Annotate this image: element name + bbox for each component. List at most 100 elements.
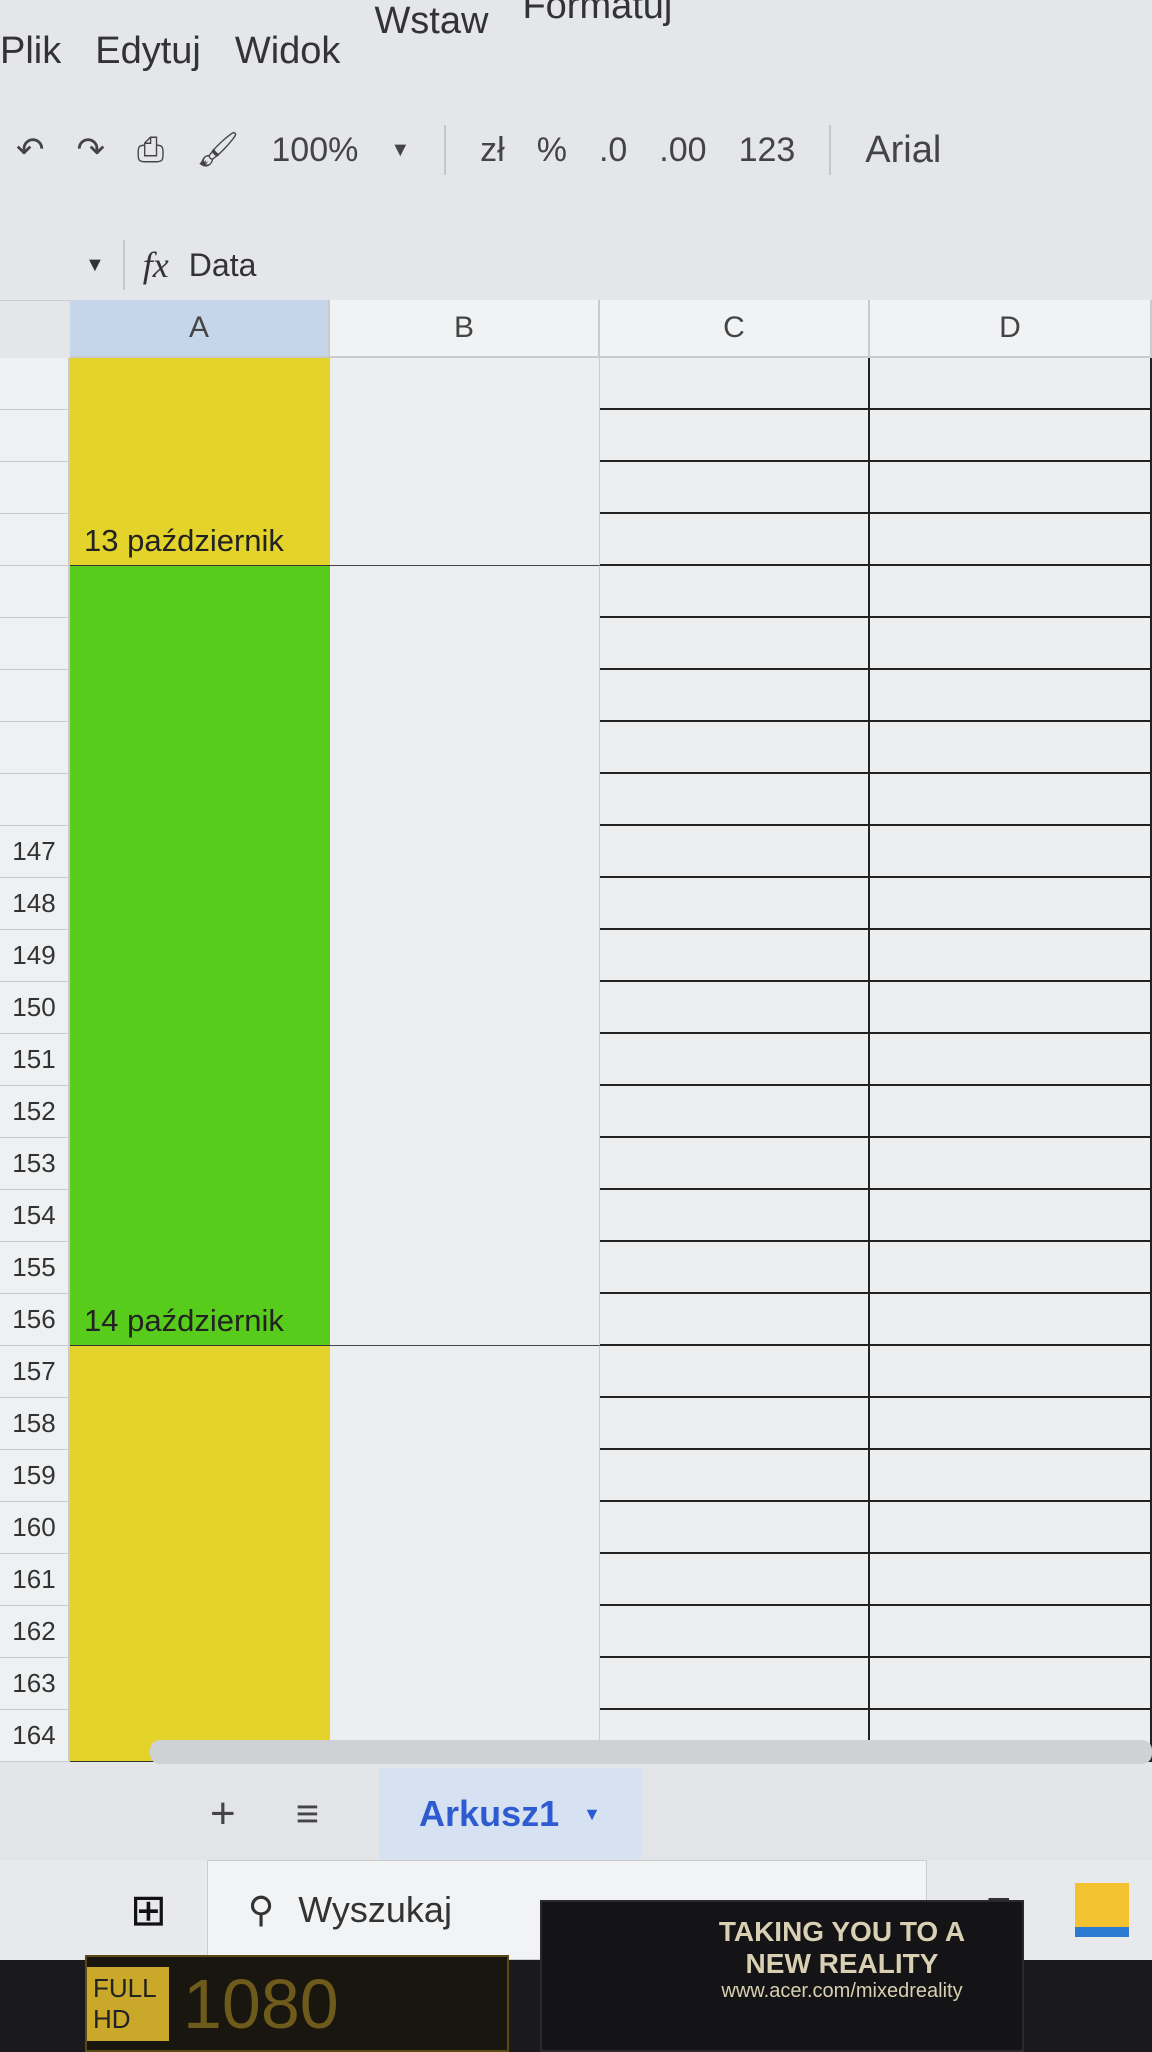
cell-c[interactable] <box>600 358 870 410</box>
cell-c[interactable] <box>600 618 870 670</box>
row-header[interactable] <box>0 774 70 826</box>
paint-format-icon[interactable]: 🖌 <box>196 131 240 169</box>
cell-c[interactable] <box>600 878 870 930</box>
cell-d[interactable] <box>870 1138 1152 1190</box>
print-icon[interactable]: ⎙ <box>137 130 165 169</box>
cell-d[interactable] <box>870 1554 1152 1606</box>
cell-d[interactable] <box>870 878 1152 930</box>
chevron-down-icon[interactable]: ▼ <box>583 1803 601 1824</box>
increase-decimal-button[interactable]: .00 <box>659 130 707 169</box>
row-header[interactable]: 153 <box>0 1138 70 1190</box>
merged-date-cell[interactable] <box>70 1346 330 1762</box>
row-header[interactable]: 157 <box>0 1346 70 1398</box>
cell-c[interactable] <box>600 1398 870 1450</box>
cell-d[interactable] <box>870 358 1152 410</box>
cell-d[interactable] <box>870 566 1152 618</box>
file-explorer-icon[interactable] <box>1075 1883 1130 1937</box>
merged-cell-b[interactable] <box>330 358 600 566</box>
cell-d[interactable] <box>870 722 1152 774</box>
merged-cell-b[interactable] <box>330 566 600 1346</box>
chevron-down-icon[interactable]: ▼ <box>390 138 411 161</box>
cell-d[interactable] <box>870 1034 1152 1086</box>
cell-d[interactable] <box>870 410 1152 462</box>
cell-c[interactable] <box>600 1346 870 1398</box>
row-header[interactable]: 150 <box>0 982 70 1034</box>
cell-c[interactable] <box>600 826 870 878</box>
cell-d[interactable] <box>870 930 1152 982</box>
cell-c[interactable] <box>600 410 870 462</box>
cell-c[interactable] <box>600 566 870 618</box>
row-header[interactable] <box>0 358 70 410</box>
cell-d[interactable] <box>870 774 1152 826</box>
undo-icon[interactable]: ↶ <box>16 131 45 169</box>
cell-d[interactable] <box>870 1294 1152 1346</box>
column-header-a[interactable]: A <box>70 300 330 358</box>
cell-c[interactable] <box>600 1138 870 1190</box>
cell-d[interactable] <box>870 514 1152 566</box>
cell-c[interactable] <box>600 1242 870 1294</box>
row-header[interactable]: 162 <box>0 1606 70 1658</box>
row-header[interactable]: 148 <box>0 878 70 930</box>
add-sheet-button[interactable]: + <box>210 1789 236 1838</box>
merged-date-cell[interactable]: 14 październik <box>70 566 330 1346</box>
cell-d[interactable] <box>870 1398 1152 1450</box>
row-header[interactable]: 164 <box>0 1710 70 1762</box>
row-header[interactable] <box>0 670 70 722</box>
cell-d[interactable] <box>870 1346 1152 1398</box>
cell-c[interactable] <box>600 722 870 774</box>
menu-view[interactable]: Widok <box>234 30 341 72</box>
row-header[interactable]: 151 <box>0 1034 70 1086</box>
menu-edit[interactable]: Edytuj <box>95 30 201 72</box>
zoom-select[interactable]: 100% <box>271 130 359 169</box>
cell-c[interactable] <box>600 774 870 826</box>
row-header[interactable]: 155 <box>0 1242 70 1294</box>
number-format-button[interactable]: 123 <box>738 130 796 169</box>
row-header[interactable]: 147 <box>0 826 70 878</box>
row-header[interactable]: 154 <box>0 1190 70 1242</box>
row-header[interactable]: 160 <box>0 1502 70 1554</box>
cell-d[interactable] <box>870 1502 1152 1554</box>
row-header[interactable]: 163 <box>0 1658 70 1710</box>
column-header-d[interactable]: D <box>870 300 1152 358</box>
row-header[interactable]: 152 <box>0 1086 70 1138</box>
menu-format[interactable]: Formatuj <box>522 0 673 27</box>
row-header[interactable] <box>0 410 70 462</box>
cell-c[interactable] <box>600 1658 870 1710</box>
column-header-b[interactable]: B <box>330 300 600 358</box>
horizontal-scrollbar[interactable] <box>150 1740 1152 1764</box>
merged-date-cell[interactable]: 13 październik <box>70 358 330 566</box>
cell-c[interactable] <box>600 982 870 1034</box>
row-header[interactable] <box>0 514 70 566</box>
cell-d[interactable] <box>870 1606 1152 1658</box>
row-header[interactable] <box>0 566 70 618</box>
formula-input[interactable]: Data <box>188 246 257 283</box>
font-select[interactable]: Arial <box>865 128 942 171</box>
cell-c[interactable] <box>600 1190 870 1242</box>
cell-c[interactable] <box>600 930 870 982</box>
row-header[interactable]: 158 <box>0 1398 70 1450</box>
all-sheets-button[interactable]: ≡ <box>295 1791 320 1836</box>
cell-d[interactable] <box>870 1242 1152 1294</box>
cell-c[interactable] <box>600 1294 870 1346</box>
row-header[interactable] <box>0 722 70 774</box>
row-header[interactable]: 159 <box>0 1450 70 1502</box>
cell-d[interactable] <box>870 670 1152 722</box>
sheet-tab-arkusz1[interactable]: Arkusz1 ▼ <box>379 1768 641 1860</box>
cell-c[interactable] <box>600 1554 870 1606</box>
column-header-c[interactable]: C <box>600 300 870 358</box>
cell-c[interactable] <box>600 1034 870 1086</box>
percent-button[interactable]: % <box>536 130 567 169</box>
cell-d[interactable] <box>870 982 1152 1034</box>
cell-d[interactable] <box>870 462 1152 514</box>
cell-d[interactable] <box>870 1086 1152 1138</box>
cell-c[interactable] <box>600 1606 870 1658</box>
cell-c[interactable] <box>600 462 870 514</box>
decrease-decimal-button[interactable]: .0 <box>598 130 628 169</box>
cell-c[interactable] <box>600 1450 870 1502</box>
row-header[interactable]: 149 <box>0 930 70 982</box>
cell-d[interactable] <box>870 1190 1152 1242</box>
cell-c[interactable] <box>600 514 870 566</box>
merged-cell-b[interactable] <box>330 1346 600 1762</box>
name-box-dropdown-icon[interactable]: ▼ <box>85 253 105 276</box>
menu-file[interactable]: Plik <box>0 30 62 72</box>
